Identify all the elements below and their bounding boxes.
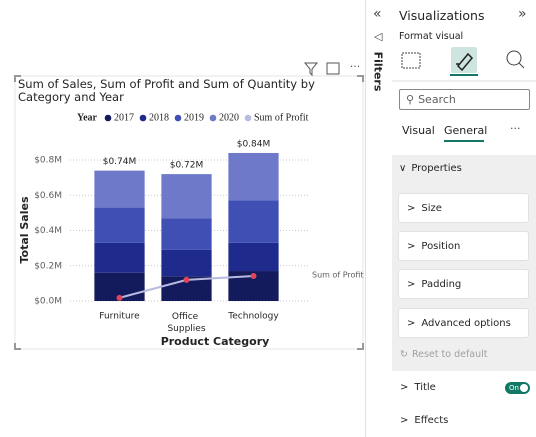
bar-segment — [161, 218, 212, 250]
legend-marker — [139, 114, 147, 122]
effects-label: Effects — [414, 415, 449, 426]
bar-segment — [94, 242, 145, 273]
bar-segment — [161, 174, 212, 219]
total-label: $0.72M — [170, 161, 204, 171]
reset-label: Reset to default — [411, 349, 488, 360]
legend-marker — [104, 114, 112, 122]
y-tick-label: $0.2M — [34, 261, 62, 271]
legend-marker — [244, 114, 252, 122]
section-label: Position — [421, 240, 461, 252]
collapse-filters[interactable]: « — [373, 6, 382, 22]
y-tick-label: $0.8M — [34, 156, 62, 166]
search-box[interactable]: ⚲ Search — [399, 89, 530, 110]
bar-segment — [228, 200, 279, 243]
series-end-label: Sum of Profit — [312, 270, 364, 279]
title-toggle[interactable]: On — [505, 382, 530, 394]
profit-marker — [250, 272, 257, 279]
filter-icon[interactable] — [303, 62, 319, 77]
profit-marker — [116, 294, 123, 301]
legend-title: Year — [77, 112, 98, 123]
legend-label: 2020 — [219, 112, 239, 123]
analytics-icon[interactable] — [506, 50, 522, 66]
legend-marker — [209, 114, 217, 122]
analytics-icon-handle — [518, 62, 525, 69]
properties-header[interactable]: ∨ Properties — [399, 163, 462, 174]
title-label: Title — [414, 382, 436, 393]
legend-label: 2017 — [114, 112, 134, 123]
y-tick-label: $0.4M — [34, 226, 62, 236]
frame-corners — [14, 75, 364, 350]
expand-panel[interactable]: » — [518, 6, 527, 22]
tab-general[interactable]: General — [444, 124, 488, 137]
tab-visual[interactable]: Visual — [402, 124, 435, 137]
properties-group — [392, 155, 536, 371]
chart: ··· Total Sales Product Category $0.0M $0… — [14, 60, 364, 350]
padding-card[interactable]: > Padding — [398, 269, 529, 299]
format-icon-bg[interactable] — [451, 47, 477, 73]
toggle-label: On — [509, 384, 519, 392]
format-icon — [456, 52, 474, 72]
more-icon[interactable]: ··· — [350, 60, 361, 73]
chart-title: Sum of Sales, Sum of Profit and Sum of Q… — [18, 77, 315, 104]
total-label: $0.74M — [103, 157, 137, 167]
legend-marker — [174, 114, 182, 122]
bar-segment — [94, 207, 145, 243]
tab-underline — [444, 140, 484, 142]
search-icon: ⚲ — [406, 93, 415, 106]
build-icon[interactable] — [401, 52, 421, 69]
properties-label: Properties — [411, 163, 462, 174]
legend-label: 2019 — [184, 112, 204, 123]
filters-icon: ◁ — [374, 30, 383, 43]
tab-more[interactable]: ··· — [510, 122, 521, 135]
panel-title: Visualizations — [399, 8, 485, 23]
bar-segment — [228, 242, 279, 272]
size-card[interactable]: > Size — [398, 193, 529, 223]
y-tick-label: $0.6M — [34, 191, 62, 201]
total-label: $0.84M — [237, 139, 271, 149]
filters-label[interactable]: Filters — [371, 51, 385, 92]
x-tick-label: Furniture — [99, 312, 140, 322]
profit-marker — [183, 276, 190, 283]
y-axis-label: Total Sales — [18, 196, 31, 263]
section-label: Advanced options — [421, 317, 511, 329]
panel-icons — [392, 47, 536, 82]
advanced-card[interactable]: > Advanced options — [398, 308, 529, 338]
legend-label: 2018 — [149, 112, 169, 123]
reset-button[interactable]: ↻ Reset to default — [400, 349, 488, 360]
focus-icon[interactable] — [326, 62, 340, 75]
position-card[interactable]: > Position — [398, 231, 529, 261]
x-axis-label: Product Category — [161, 335, 270, 348]
legend-label: Sum of Profit — [254, 112, 309, 123]
search-placeholder: Search — [418, 93, 456, 106]
bar-segment — [161, 249, 212, 277]
x-tick-label: Technology — [227, 312, 279, 322]
bar-segment — [94, 170, 145, 208]
visual-frame — [14, 75, 364, 350]
section-label: Padding — [421, 278, 462, 290]
format-visual-label: Format visual — [399, 31, 464, 42]
section-label: Size — [421, 202, 442, 214]
effects-section[interactable]: > Effects — [400, 415, 449, 426]
x-tick-label: Office Supplies — [167, 312, 205, 334]
title-section[interactable]: > Title — [400, 382, 436, 393]
y-tick-label: $0.0M — [34, 297, 62, 307]
bar-segment — [228, 152, 279, 201]
